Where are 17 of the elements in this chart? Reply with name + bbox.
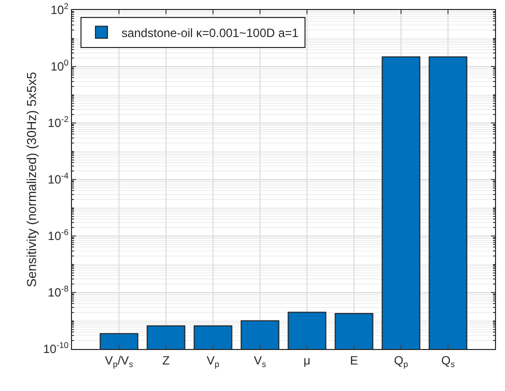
x-tick-label: μ	[304, 353, 311, 368]
y-tick-label: 10$^{-4}$	[48, 170, 69, 187]
y-tick-label: 10$^{-2}$	[48, 114, 69, 130]
y-tick-label: 10$^{0}$	[50, 58, 69, 74]
y-tick-label: 10$^{2}$	[50, 1, 69, 18]
x-tick-label: Z	[162, 353, 170, 368]
x-tick-label: V$_{s}$	[254, 353, 266, 369]
x-tick-label: E	[350, 353, 358, 368]
x-tick-label: V$_{p}$/V$_{s}$	[104, 353, 134, 369]
x-tick-label: Q$_{p}$	[394, 353, 408, 369]
x-tick-label: Q$_{s}$	[441, 353, 455, 369]
legend-label: sandstone-oil κ=0.001~100D a=1	[121, 26, 299, 40]
x-tick-label: V$_{p}$	[206, 353, 220, 369]
y-tick-label: 10$^{-8}$	[48, 284, 69, 300]
y-axis-title: Sensitivity (normalized) (30Hz) 5x5x5	[24, 72, 39, 288]
y-tick-label: 10$^{-10}$	[43, 340, 69, 356]
y-tick-label: 10$^{-6}$	[48, 227, 69, 244]
